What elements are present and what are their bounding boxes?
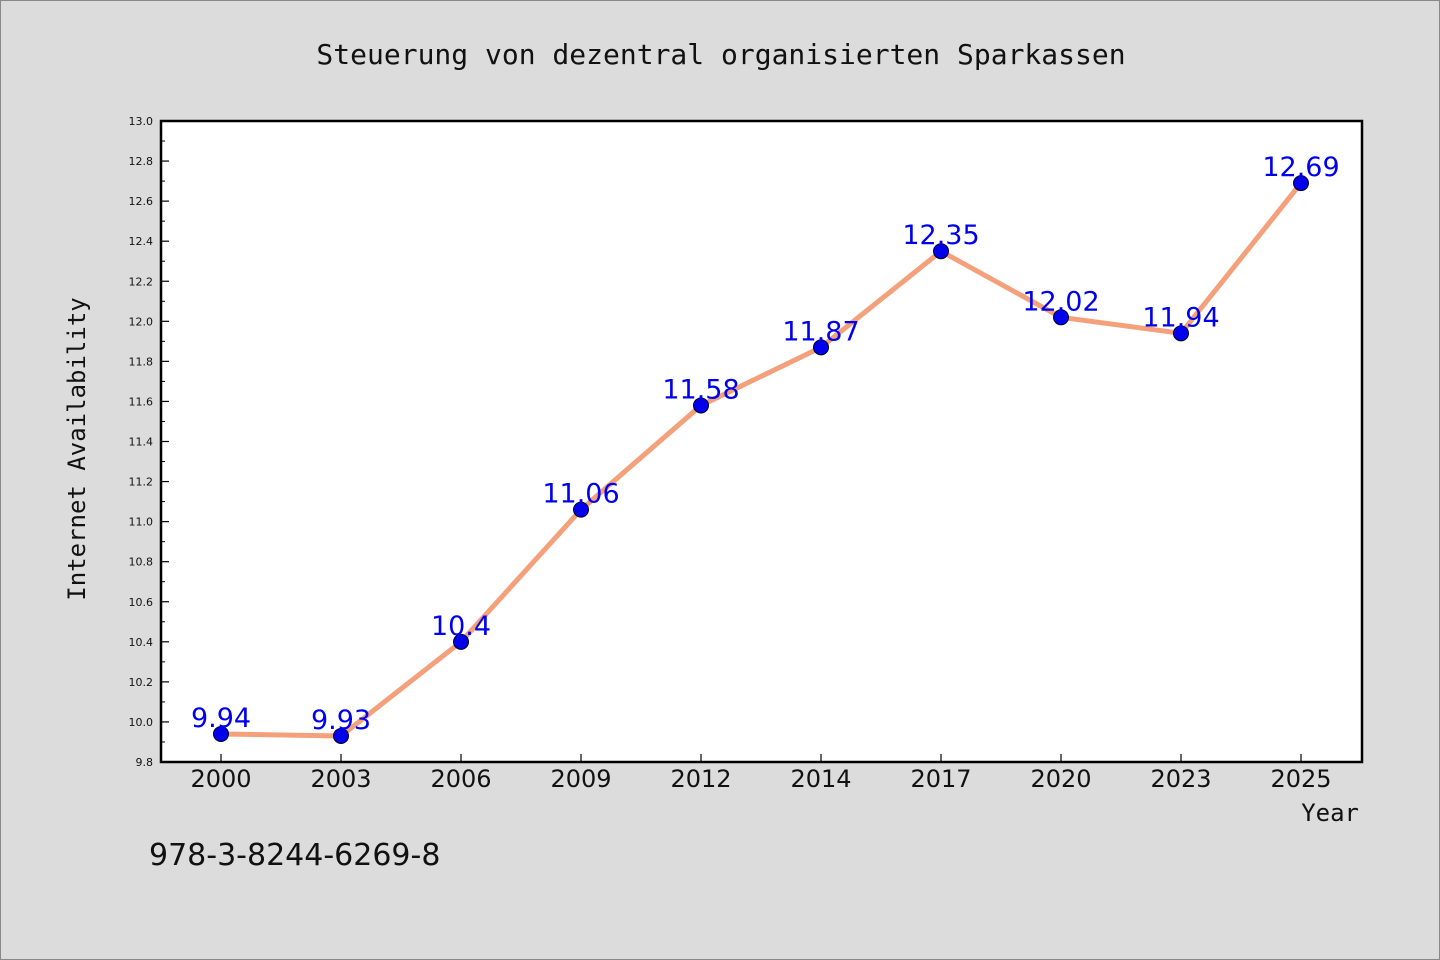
x-tick-label: 2017 <box>910 765 971 793</box>
x-tick-label: 2012 <box>670 765 731 793</box>
chart-title: Steuerung von dezentral organisierten Sp… <box>316 38 1125 71</box>
y-tick-label: 12.6 <box>129 195 154 208</box>
x-tick-label: 2020 <box>1030 765 1091 793</box>
x-tick-label: 2014 <box>790 765 851 793</box>
data-label: 12.35 <box>902 220 979 251</box>
y-tick-label: 12.0 <box>129 315 154 328</box>
y-tick-label: 11.0 <box>129 516 154 529</box>
data-labels: 9.94 9.93 10.4 11.06 11.58 11.87 12.35 12.02 11.… <box>191 152 1340 736</box>
y-tick-label: 9.8 <box>136 756 154 769</box>
data-label: 11.06 <box>542 479 619 510</box>
y-tick-label: 11.8 <box>129 355 154 368</box>
y-axis: 9.8 10.0 10.2 10.4 10.6 10.8 11.0 11.2 11.4 11.6 1… <box>129 115 169 769</box>
data-label: 11.58 <box>662 374 739 405</box>
y-tick-label: 12.2 <box>129 275 154 288</box>
data-label: 12.69 <box>1262 152 1339 183</box>
data-point <box>693 397 709 414</box>
data-point <box>933 243 949 260</box>
y-tick-label: 11.2 <box>129 476 154 489</box>
y-tick-label: 12.4 <box>129 235 154 248</box>
isbn-annotation: 978-3-8244-6269-8 <box>149 838 440 873</box>
data-label: 12.02 <box>1022 286 1099 317</box>
series-line <box>218 180 1304 739</box>
x-tick-label: 2025 <box>1270 765 1331 793</box>
series-markers <box>213 175 1309 744</box>
y-tick-label: 10.4 <box>129 636 154 649</box>
y-tick-label: 13.0 <box>129 115 154 128</box>
x-axis: 2000 2003 2006 2009 2012 2014 2017 2020 2023 2025 <box>190 754 1332 793</box>
x-axis-label: Year <box>1301 799 1359 827</box>
y-tick-label: 12.8 <box>129 155 154 168</box>
y-tick-label: 10.8 <box>129 556 154 569</box>
data-label: 11.94 <box>1142 302 1219 333</box>
y-tick-label: 10.6 <box>129 596 154 609</box>
plot-area <box>159 119 1364 764</box>
data-label: 11.87 <box>782 316 859 347</box>
data-point <box>1053 309 1069 326</box>
y-tick-label: 10.2 <box>129 676 154 689</box>
series-line-group <box>218 180 1304 739</box>
data-point <box>1173 325 1189 342</box>
x-tick-label: 2003 <box>310 765 371 793</box>
y-tick-label: 11.6 <box>129 395 154 408</box>
x-tick-label: 2000 <box>190 765 251 793</box>
y-tick-label: 11.4 <box>129 436 154 449</box>
data-point <box>573 501 589 518</box>
data-point <box>1293 175 1309 192</box>
y-tick-label: 10.0 <box>129 716 154 729</box>
data-point <box>813 339 829 356</box>
x-tick-label: 2006 <box>430 765 491 793</box>
data-label: 9.94 <box>191 703 251 734</box>
data-label: 10.4 <box>431 611 491 642</box>
y-axis-label: Internet Availability <box>63 297 91 600</box>
data-label: 9.93 <box>311 705 371 736</box>
x-tick-label: 2023 <box>1150 765 1211 793</box>
data-point <box>453 633 469 650</box>
data-point <box>213 725 229 742</box>
x-tick-label: 2009 <box>550 765 611 793</box>
data-point <box>333 727 349 744</box>
